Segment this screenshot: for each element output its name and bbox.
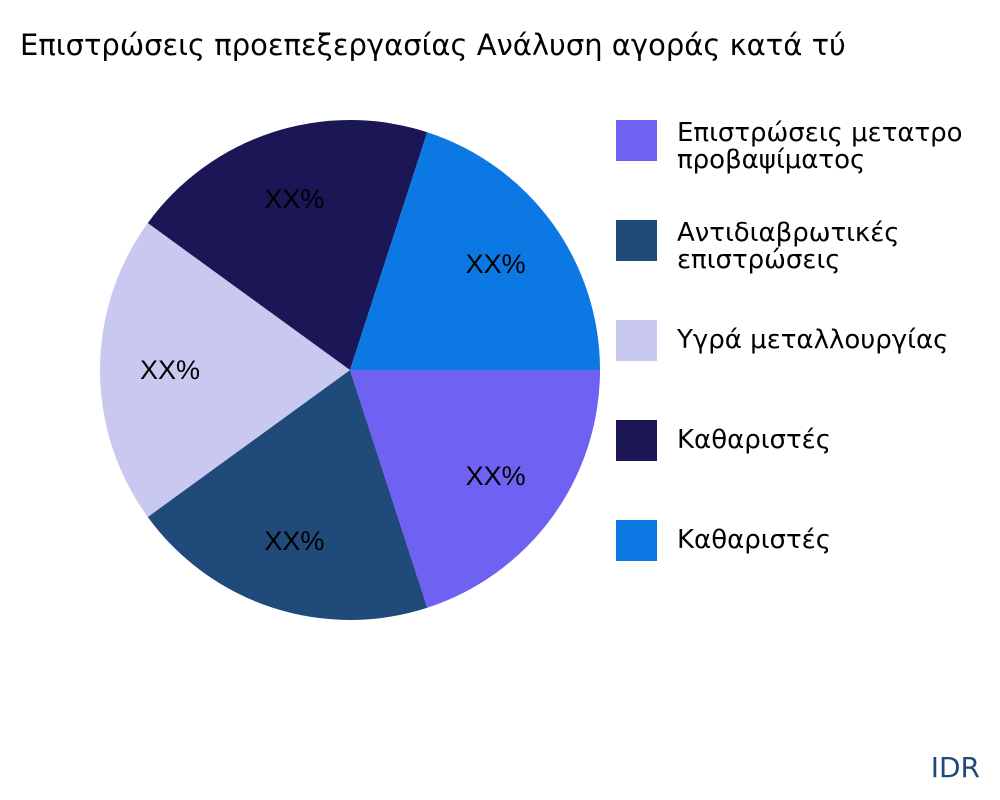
slice-label: XX% xyxy=(140,355,200,385)
legend-label: Αντιδιαβρωτικές επιστρώσεις xyxy=(677,220,900,274)
legend-item: Αντιδιαβρωτικές επιστρώσεις xyxy=(616,220,1000,320)
pie-slice xyxy=(100,223,350,517)
legend-swatch xyxy=(616,520,657,561)
pie-slice xyxy=(147,370,428,620)
slice-label: XX% xyxy=(466,461,526,491)
legend-swatch xyxy=(616,420,657,461)
legend-label-line: Επιστρώσεις μετατρο xyxy=(677,120,963,148)
legend-item: Καθαριστές xyxy=(616,420,1000,520)
pie-slice xyxy=(350,132,600,370)
slice-label: XX% xyxy=(264,184,324,214)
legend-label-line: επιστρώσεις xyxy=(677,245,841,275)
legend-label: Επιστρώσεις μετατρο προβαψίματος xyxy=(677,120,963,174)
legend-label-line: προβαψίματος xyxy=(677,145,866,175)
legend-item: Υγρά μεταλλουργίας xyxy=(616,320,1000,420)
legend: Επιστρώσεις μετατρο προβαψίματος Αντιδιαβρ… xyxy=(616,120,1000,620)
pie-slice xyxy=(350,370,600,608)
legend-label-line: Καθαριστές xyxy=(677,425,831,455)
legend-label-line: Υγρά μεταλλουργίας xyxy=(677,325,949,355)
legend-item: Επιστρώσεις μετατρο προβαψίματος xyxy=(616,120,1000,220)
legend-label-line: Αντιδιαβρωτικές xyxy=(677,218,900,248)
pie-chart: XX% XX% XX% XX% XX% xyxy=(100,120,600,620)
legend-label: Καθαριστές xyxy=(677,527,831,554)
legend-swatch xyxy=(616,220,657,261)
brand-logo: IDR xyxy=(930,751,980,784)
chart-title: Επιστρώσεις προεπεξεργασίας Ανάλυση αγορ… xyxy=(20,28,846,62)
legend-swatch xyxy=(616,320,657,361)
slice-label: XX% xyxy=(264,526,324,556)
legend-label: Καθαριστές xyxy=(677,427,831,454)
slice-label: XX% xyxy=(466,249,526,279)
legend-item: Καθαριστές xyxy=(616,520,1000,620)
legend-swatch xyxy=(616,120,657,161)
pie-slice xyxy=(147,120,428,370)
legend-label: Υγρά μεταλλουργίας xyxy=(677,327,948,354)
legend-label-line: Καθαριστές xyxy=(677,525,831,555)
